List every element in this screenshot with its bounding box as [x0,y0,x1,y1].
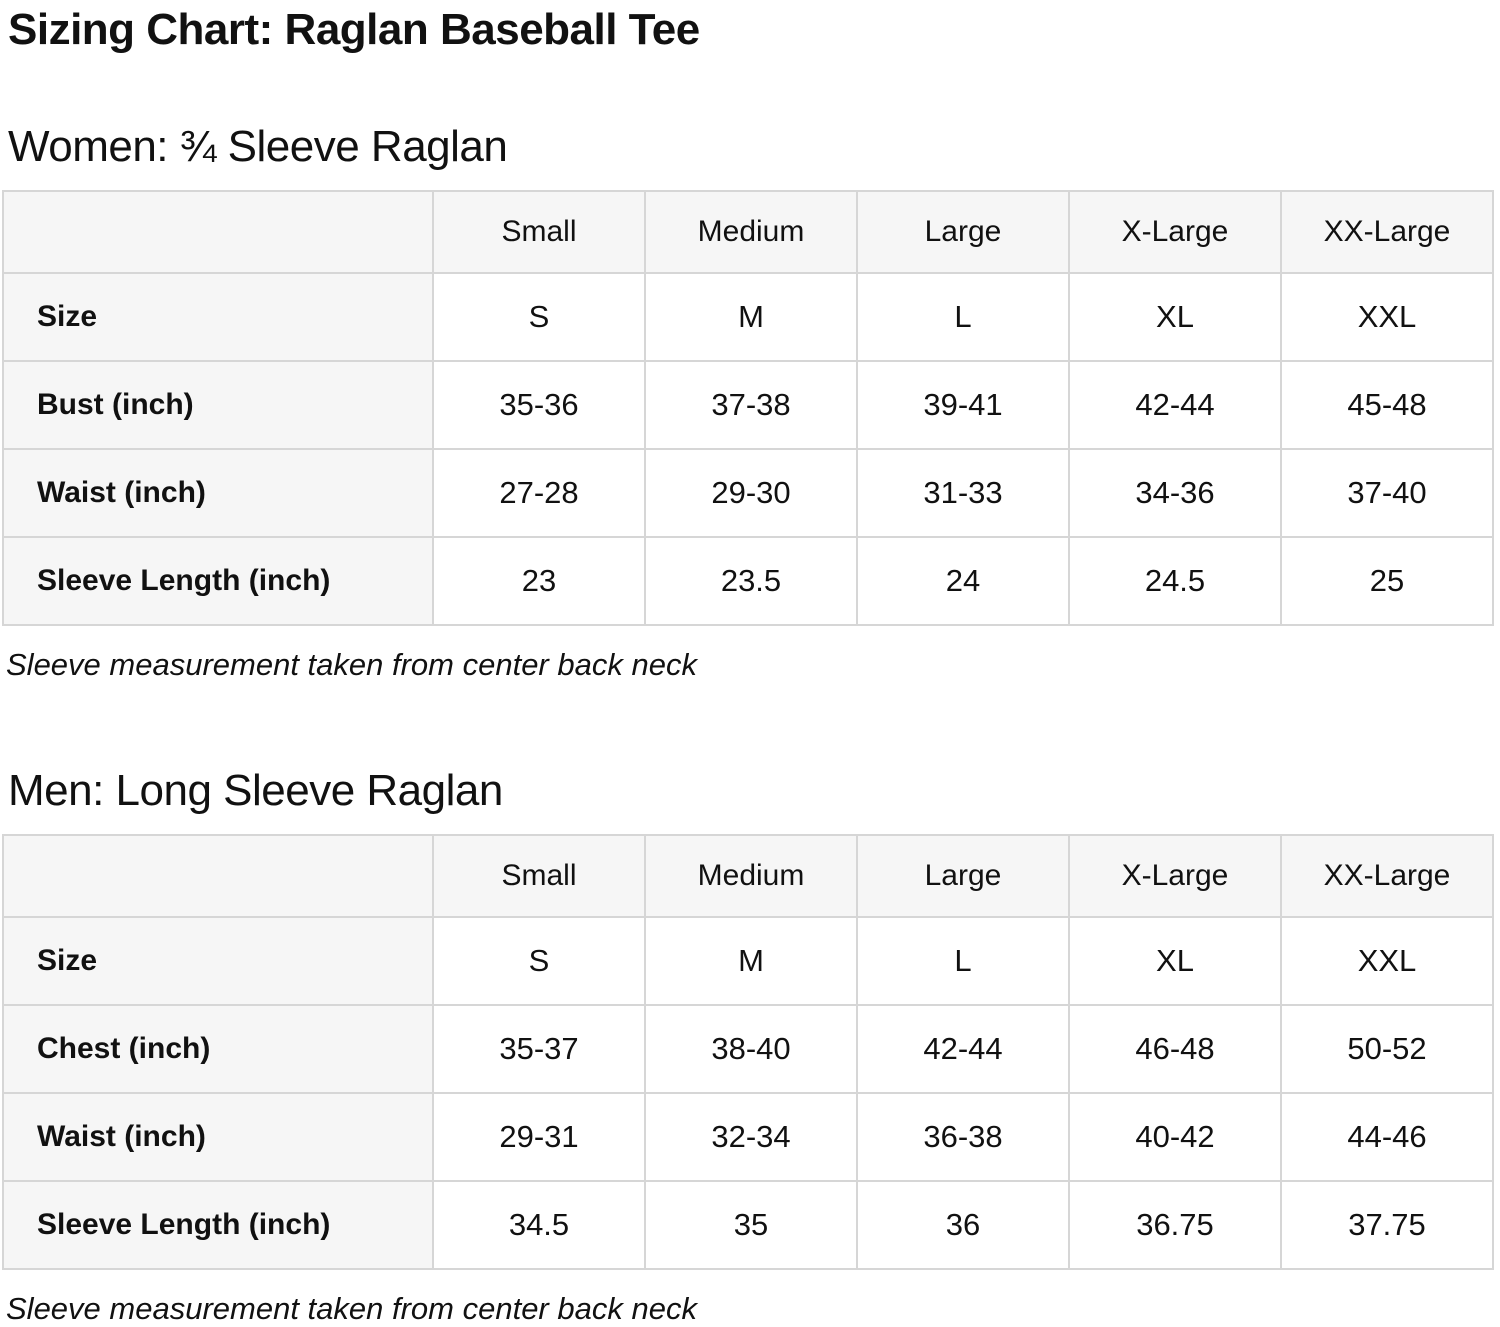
value-cell: 50-52 [1280,1003,1494,1094]
value-cell: 34.5 [432,1179,646,1270]
value-cell: 27-28 [432,447,646,538]
men-section-heading: Men: Long Sleeve Raglan [8,765,503,815]
value-cell: M [644,271,858,362]
value-cell: 29-30 [644,447,858,538]
value-cell: 31-33 [856,447,1070,538]
sizing-chart-page: Sizing Chart: Raglan Baseball Tee Women:… [0,4,1500,1327]
value-cell: 42-44 [1068,359,1282,450]
row-label: Size [2,915,434,1006]
row-label: Size [2,271,434,362]
value-cell: 37-40 [1280,447,1494,538]
column-header: Large [856,189,1070,274]
value-cell: XXL [1280,271,1494,362]
column-header: Large [856,833,1070,918]
men-sleeve-note: Sleeve measurement taken from center bac… [6,1290,697,1326]
women-section: Women: ¾ Sleeve Raglan Small Medium Large X… [0,121,1500,683]
table-row: Chest (inch) 35-37 38-40 42-44 46-48 50-52 [2,1003,1494,1094]
value-cell: S [432,915,646,1006]
column-header: X-Large [1068,189,1282,274]
men-section: Men: Long Sleeve Raglan Small Medium Large… [0,765,1500,1327]
column-header: X-Large [1068,833,1282,918]
value-cell: 29-31 [432,1091,646,1182]
women-sleeve-note: Sleeve measurement taken from center bac… [6,646,697,682]
value-cell: 35-37 [432,1003,646,1094]
value-cell: 23.5 [644,535,858,626]
women-section-heading: Women: ¾ Sleeve Raglan [8,121,508,171]
row-label: Sleeve Length (inch) [2,535,434,626]
value-cell: 44-46 [1280,1091,1494,1182]
value-cell: S [432,271,646,362]
value-cell: XXL [1280,915,1494,1006]
value-cell: 38-40 [644,1003,858,1094]
value-cell: 39-41 [856,359,1070,450]
corner-header-cell [2,833,434,918]
value-cell: 25 [1280,535,1494,626]
corner-header-cell [2,189,434,274]
row-label: Waist (inch) [2,447,434,538]
table-row: Waist (inch) 27-28 29-30 31-33 34-36 37-40 [2,447,1494,538]
value-cell: M [644,915,858,1006]
value-cell: 37.75 [1280,1179,1494,1270]
value-cell: L [856,915,1070,1006]
value-cell: 42-44 [856,1003,1070,1094]
column-header-row: Small Medium Large X-Large XX-Large [2,189,1494,274]
table-row: Size S M L XL XXL [2,271,1494,362]
value-cell: 35 [644,1179,858,1270]
value-cell: 45-48 [1280,359,1494,450]
row-label: Chest (inch) [2,1003,434,1094]
table-row: Waist (inch) 29-31 32-34 36-38 40-42 44-46 [2,1091,1494,1182]
table-row: Sleeve Length (inch) 34.5 35 36 36.75 37.75 [2,1179,1494,1270]
table-row: Sleeve Length (inch) 23 23.5 24 24.5 25 [2,535,1494,626]
value-cell: XL [1068,915,1282,1006]
value-cell: 37-38 [644,359,858,450]
column-header: XX-Large [1280,189,1494,274]
row-label: Waist (inch) [2,1091,434,1182]
page-title: Sizing Chart: Raglan Baseball Tee [8,5,700,54]
value-cell: 24 [856,535,1070,626]
value-cell: 36.75 [1068,1179,1282,1270]
value-cell: 35-36 [432,359,646,450]
column-header-row: Small Medium Large X-Large XX-Large [2,833,1494,918]
value-cell: L [856,271,1070,362]
table-row: Size S M L XL XXL [2,915,1494,1006]
value-cell: 40-42 [1068,1091,1282,1182]
women-sizing-table: Small Medium Large X-Large XX-Large Size S M L XL… [2,189,1494,626]
value-cell: 23 [432,535,646,626]
row-label: Sleeve Length (inch) [2,1179,434,1270]
value-cell: 36 [856,1179,1070,1270]
column-header: Small [432,833,646,918]
row-label: Bust (inch) [2,359,434,450]
value-cell: 24.5 [1068,535,1282,626]
value-cell: XL [1068,271,1282,362]
table-row: Bust (inch) 35-36 37-38 39-41 42-44 45-48 [2,359,1494,450]
value-cell: 36-38 [856,1091,1070,1182]
value-cell: 46-48 [1068,1003,1282,1094]
value-cell: 34-36 [1068,447,1282,538]
value-cell: 32-34 [644,1091,858,1182]
column-header: Medium [644,833,858,918]
column-header: Medium [644,189,858,274]
column-header: XX-Large [1280,833,1494,918]
men-sizing-table: Small Medium Large X-Large XX-Large Size S M L XL… [2,833,1494,1270]
column-header: Small [432,189,646,274]
